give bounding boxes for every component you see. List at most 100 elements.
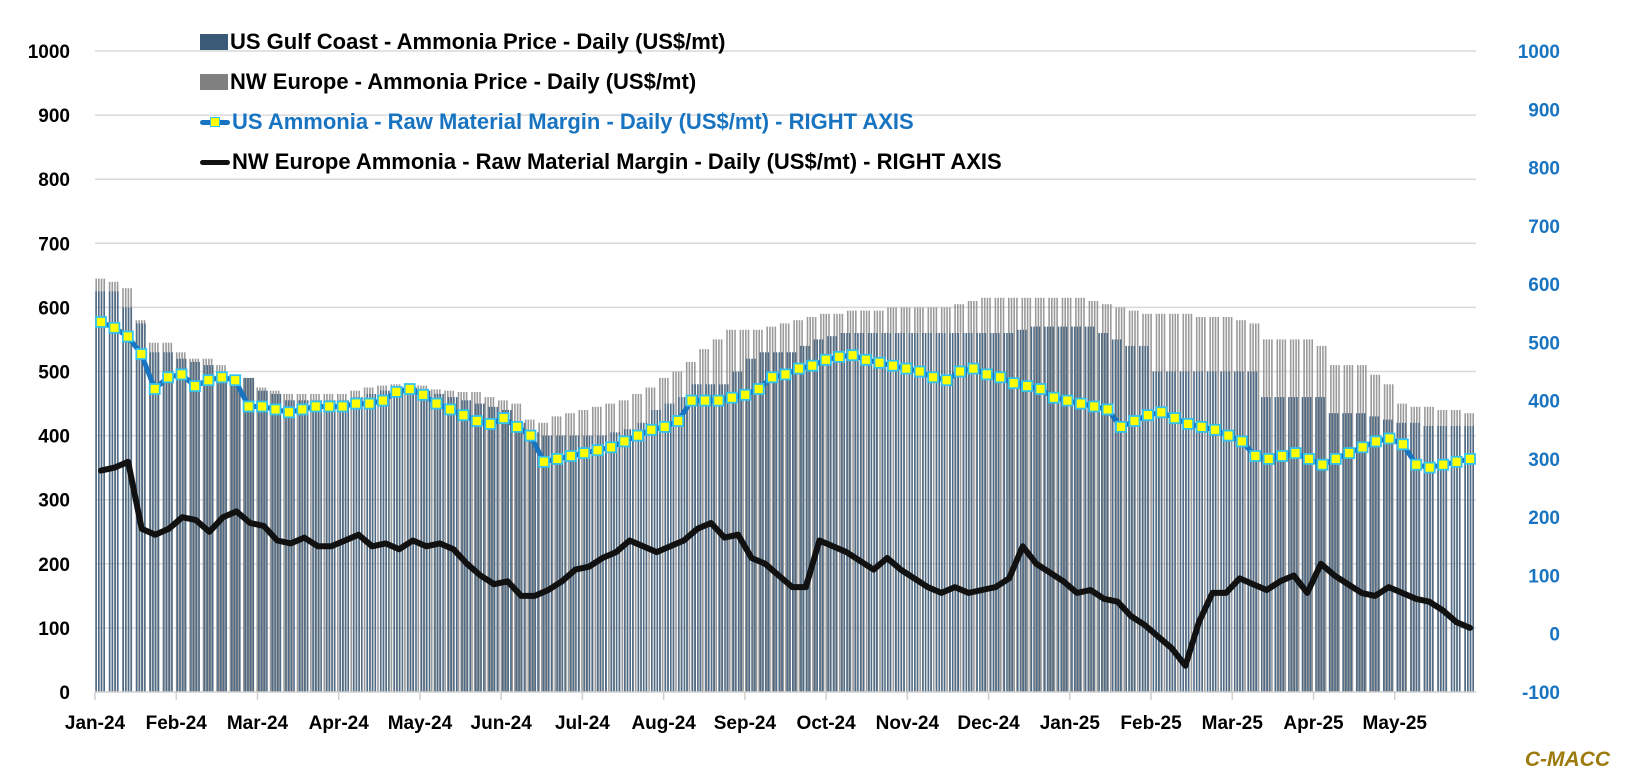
bar-us-gulf-price xyxy=(144,323,146,692)
bar-us-gulf-price xyxy=(970,333,973,692)
bar-nw-europe-price xyxy=(946,307,948,692)
bar-us-gulf-price xyxy=(951,333,954,692)
bar-nw-europe-price xyxy=(237,374,240,692)
x-tick-label: May-24 xyxy=(388,713,453,734)
bar-us-gulf-price xyxy=(827,336,829,692)
bar-nw-europe-price xyxy=(460,392,462,692)
us-margin-marker xyxy=(1276,450,1288,462)
bar-nw-europe-price xyxy=(688,361,691,692)
bar-us-gulf-price xyxy=(1225,371,1228,692)
bar-us-gulf-price xyxy=(130,307,133,692)
bar-nw-europe-price xyxy=(527,419,530,692)
us-margin-marker xyxy=(1115,420,1127,433)
bar-nw-europe-price xyxy=(715,339,717,692)
bar-us-gulf-price xyxy=(1038,326,1041,692)
bar-nw-europe-price xyxy=(1080,297,1083,692)
bar-us-gulf-price xyxy=(708,384,710,692)
bar-us-gulf-price xyxy=(1125,345,1127,692)
bar-nw-europe-price xyxy=(608,403,610,692)
bar-us-gulf-price xyxy=(773,352,775,692)
us-margin-marker xyxy=(618,435,631,448)
bar-us-gulf-price xyxy=(645,422,648,692)
bar-us-gulf-price xyxy=(1114,339,1117,692)
bar-nw-europe-price xyxy=(1110,304,1112,692)
bar-us-gulf-price xyxy=(686,397,688,692)
bar-us-gulf-price xyxy=(1141,345,1144,692)
us-margin-marker xyxy=(873,356,886,369)
us-margin-marker xyxy=(658,420,671,433)
bar-nw-europe-price xyxy=(487,397,489,692)
bar-us-gulf-price xyxy=(117,291,119,692)
us-margin-marker xyxy=(766,371,778,384)
bar-us-gulf-price xyxy=(1445,426,1447,692)
bar-us-gulf-price xyxy=(759,352,762,692)
us-margin-marker xyxy=(632,429,644,442)
bar-us-gulf-price xyxy=(1060,326,1062,692)
bar-nw-europe-price xyxy=(1338,365,1340,692)
bar-nw-europe-price xyxy=(541,422,543,692)
bar-us-gulf-price xyxy=(1412,422,1415,692)
bar-nw-europe-price xyxy=(1067,297,1069,692)
bar-us-gulf-price xyxy=(830,336,832,692)
bar-us-gulf-price xyxy=(396,387,398,692)
us-margin-marker xyxy=(444,403,456,416)
bar-us-gulf-price xyxy=(1206,371,1209,692)
bar-nw-europe-price xyxy=(243,377,245,692)
bar-us-gulf-price xyxy=(507,410,509,692)
bar-us-gulf-price xyxy=(111,291,114,692)
bar-nw-europe-price xyxy=(774,326,777,692)
bar-nw-europe-price xyxy=(745,329,747,692)
bar-us-gulf-price xyxy=(114,291,116,692)
bar-us-gulf-price xyxy=(217,371,219,692)
bar-nw-europe-price xyxy=(1365,365,1367,692)
bar-us-gulf-price xyxy=(789,352,791,692)
bar-nw-europe-price xyxy=(1091,301,1093,692)
bar-us-gulf-price xyxy=(922,333,924,692)
bar-us-gulf-price xyxy=(642,422,645,692)
bar-us-gulf-price xyxy=(857,333,859,692)
bar-nw-europe-price xyxy=(806,317,809,692)
bar-us-gulf-price xyxy=(1187,371,1190,692)
us-margin-marker xyxy=(1329,452,1342,465)
bar-us-gulf-price xyxy=(1139,345,1141,692)
us-margin-marker xyxy=(1195,420,1208,433)
bar-us-gulf-price xyxy=(862,333,865,692)
bar-us-gulf-price xyxy=(599,435,602,692)
bar-us-gulf-price xyxy=(876,333,878,692)
left-tick-label: 800 xyxy=(38,170,70,191)
bar-us-gulf-price xyxy=(1092,326,1095,692)
bar-us-gulf-price xyxy=(873,333,875,692)
us-margin-marker xyxy=(1034,383,1047,395)
bar-us-gulf-price xyxy=(1396,422,1399,692)
bar-us-gulf-price xyxy=(623,429,626,692)
bar-us-gulf-price xyxy=(989,333,992,692)
bar-nw-europe-price xyxy=(731,329,734,692)
us-margin-marker xyxy=(752,383,765,395)
bar-us-gulf-price xyxy=(745,358,748,692)
us-margin-marker xyxy=(403,383,416,395)
us-margin-marker xyxy=(954,365,966,378)
bar-us-gulf-price xyxy=(388,390,390,692)
bar-us-gulf-price xyxy=(764,352,767,692)
bar-nw-europe-price xyxy=(734,329,736,692)
bar-nw-europe-price xyxy=(192,358,194,692)
bar-nw-europe-price xyxy=(1163,313,1166,692)
bar-nw-europe-price xyxy=(194,358,197,692)
bar-us-gulf-price xyxy=(108,291,111,692)
bar-nw-europe-price xyxy=(1375,374,1378,692)
us-margin-marker xyxy=(779,368,792,381)
bar-us-gulf-price xyxy=(466,400,469,692)
bar-nw-europe-price xyxy=(1362,365,1364,692)
us-margin-marker xyxy=(1061,394,1074,407)
bar-us-gulf-price xyxy=(263,390,265,692)
bar-nw-europe-price xyxy=(404,384,406,692)
bar-us-gulf-price xyxy=(252,377,255,692)
bar-nw-europe-price xyxy=(264,387,267,692)
bar-us-gulf-price xyxy=(1046,326,1049,692)
legend-item-nw-europe-price: NW Europe - Ammonia Price - Daily (US$/m… xyxy=(200,62,1002,102)
left-tick-label: 900 xyxy=(38,106,70,127)
bar-us-gulf-price xyxy=(504,410,507,692)
bar-us-gulf-price xyxy=(819,339,821,692)
us-margin-marker xyxy=(175,368,188,381)
bar-us-gulf-price xyxy=(1166,371,1168,692)
